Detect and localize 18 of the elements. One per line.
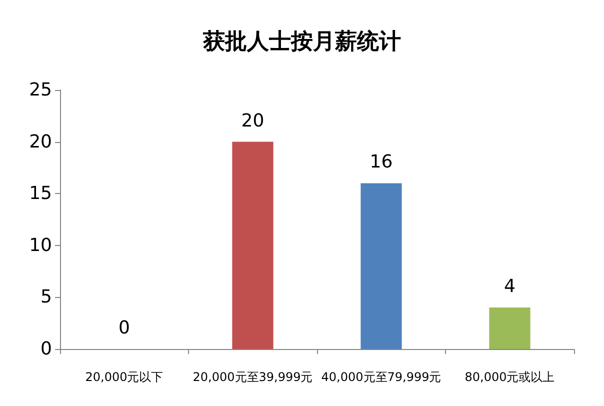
y-tick-label: 25 bbox=[29, 80, 52, 100]
x-tick-label: 80,000元或以上 bbox=[464, 370, 555, 384]
x-tick-label: 40,000元至79,999元 bbox=[321, 370, 442, 384]
data-label: 0 bbox=[118, 318, 130, 338]
y-tick-label: 5 bbox=[40, 286, 52, 308]
y-tick-label: 10 bbox=[29, 234, 52, 256]
x-tick-label: 20,000元以下 bbox=[85, 370, 164, 384]
chart-title: 获批人士按月薪统计 bbox=[202, 28, 401, 54]
y-tick-label: 20 bbox=[29, 131, 52, 152]
bar bbox=[489, 308, 530, 349]
x-tick-label: 20,000元至39,999元 bbox=[192, 370, 313, 384]
y-tick-label: 15 bbox=[29, 183, 52, 204]
data-label: 16 bbox=[370, 152, 393, 173]
bar bbox=[360, 183, 402, 349]
y-tick-label: 0 bbox=[40, 338, 52, 360]
data-label: 20 bbox=[241, 110, 264, 132]
data-label: 4 bbox=[504, 276, 516, 298]
bar bbox=[232, 142, 274, 349]
